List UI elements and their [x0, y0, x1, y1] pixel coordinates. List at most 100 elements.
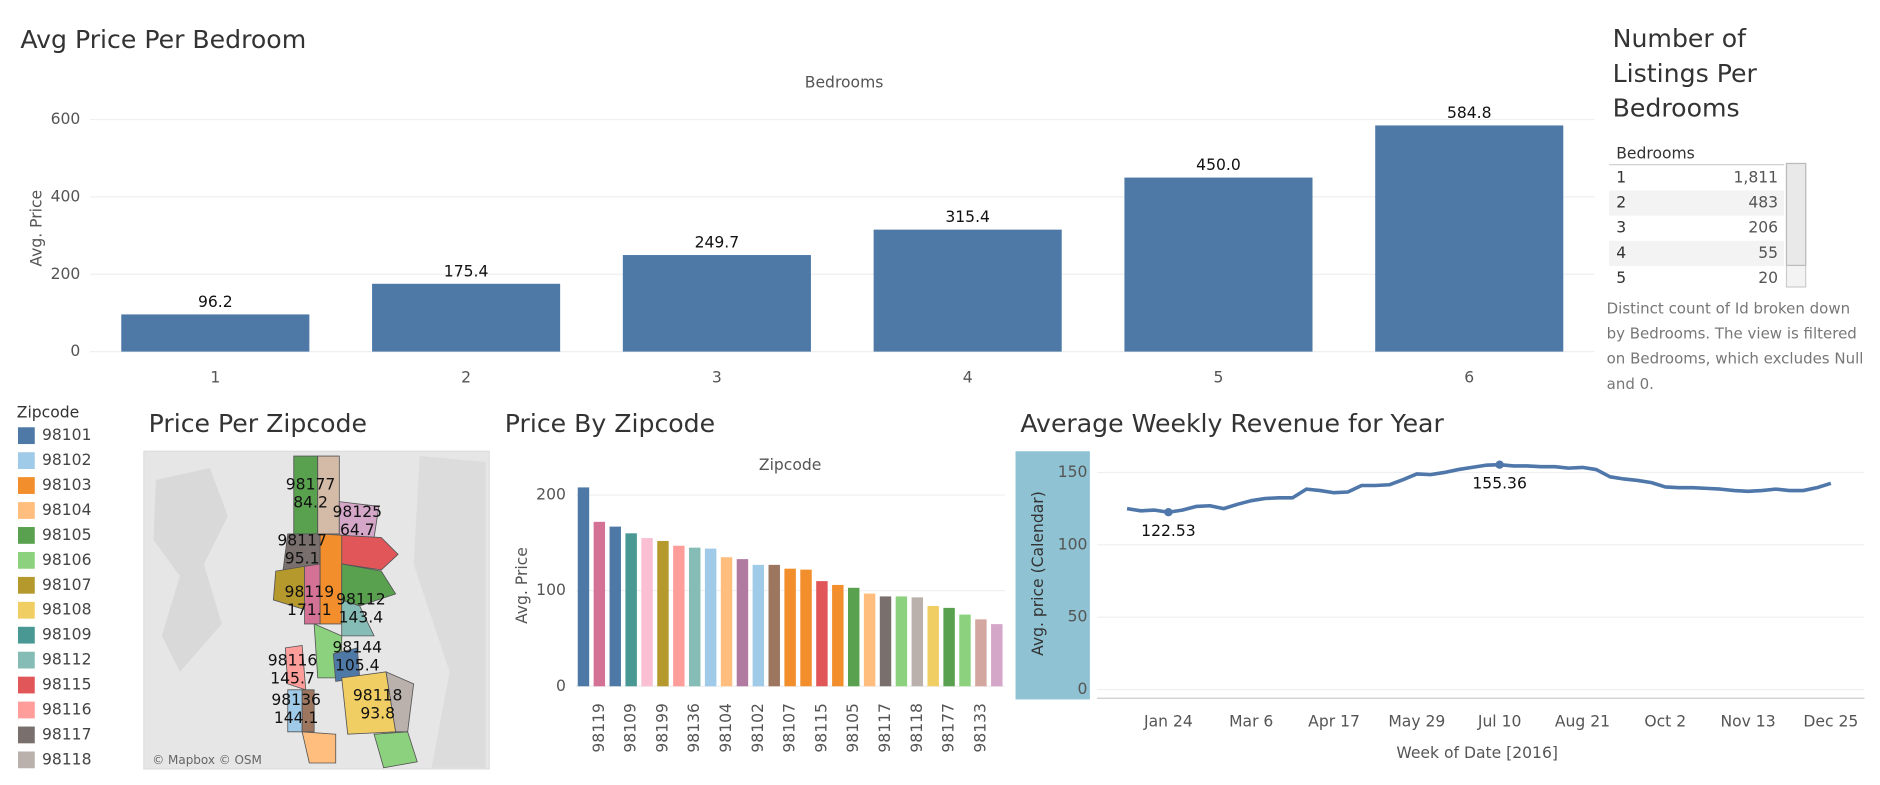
table-cell: 1 — [1616, 168, 1626, 186]
legend-label: 98109 — [42, 626, 92, 644]
x-tick-label: 98102 — [749, 703, 767, 753]
data-label: 96.2 — [198, 293, 233, 311]
legend-swatch — [17, 502, 35, 519]
x-tick-label: 1 — [210, 369, 220, 387]
legend-swatch — [17, 751, 35, 769]
bar — [873, 229, 1062, 352]
legend-title: Zipcode — [17, 403, 79, 421]
legend-label: 98118 — [42, 750, 92, 768]
bar — [1375, 125, 1564, 352]
bar — [800, 569, 812, 687]
legend-label: 98101 — [42, 426, 92, 444]
bar — [784, 568, 796, 687]
x-tick-label: 98117 — [876, 703, 894, 753]
legend-label: 98108 — [42, 601, 92, 619]
y-tick-label: 0 — [70, 342, 80, 360]
data-label: 584.8 — [1447, 104, 1492, 122]
map-label: 98125 — [333, 503, 383, 521]
legend-swatch — [17, 701, 35, 719]
bar — [816, 581, 828, 687]
zip-areas — [272, 455, 418, 769]
map-label: 98144 — [333, 638, 383, 656]
bar — [577, 487, 590, 687]
y-tick-label: 600 — [51, 110, 81, 128]
map-title: Price Per Zipcode — [149, 409, 367, 438]
data-label: 450.0 — [1196, 156, 1241, 174]
table-row-band — [1609, 240, 1785, 267]
axis-highlight[interactable] — [1015, 451, 1090, 700]
table-cell: 20 — [1758, 269, 1778, 287]
x-tick-label: 98136 — [685, 703, 703, 753]
table-note: Distinct count of Id broken down by Bedr… — [1606, 298, 1864, 392]
bar — [863, 593, 876, 687]
x-tick-label: Nov 13 — [1720, 713, 1775, 731]
table-title-box: Number of Listings Per Bedrooms — [1612, 24, 1757, 123]
map-label: 98116 — [268, 652, 318, 670]
map-label: 98119 — [285, 583, 335, 601]
map-label: 98118 — [353, 686, 403, 704]
chart-title: Price By Zipcode — [505, 409, 715, 438]
land — [153, 468, 228, 672]
table-title: Number of Listings Per Bedrooms — [1612, 24, 1757, 123]
x-tick-label: 98119 — [590, 703, 608, 753]
point-marker — [1164, 508, 1173, 517]
x-tick-label: 98133 — [971, 703, 989, 753]
x-tick-label: 5 — [1214, 369, 1224, 387]
legend-swatch — [17, 452, 35, 469]
x-axis-title: Zipcode — [759, 456, 821, 474]
table-cell: 5 — [1616, 269, 1626, 287]
y-tick-label: 0 — [556, 677, 566, 695]
legend-label: 98106 — [42, 551, 92, 569]
y-axis-title: Avg. Price — [513, 547, 531, 624]
map-label: 105.4 — [335, 656, 380, 674]
bar — [752, 564, 765, 687]
bar — [879, 596, 892, 687]
x-tick-label: 98177 — [940, 703, 958, 753]
legend-label: 98115 — [42, 676, 92, 694]
x-tick-label: 6 — [1464, 369, 1474, 387]
legend-swatch — [17, 576, 35, 594]
bar — [736, 559, 749, 687]
x-tick-label: Jul 10 — [1477, 713, 1522, 731]
bar — [625, 533, 637, 687]
x-tick-label: Mar 6 — [1229, 713, 1273, 731]
x-tick-label: 98104 — [717, 703, 735, 753]
map-label: 171.1 — [287, 601, 332, 619]
bar — [657, 540, 669, 687]
bar — [641, 538, 653, 687]
bar — [609, 526, 621, 687]
x-tick-label: 98199 — [653, 703, 671, 753]
legend-label: 98104 — [42, 501, 92, 519]
y-tick-label: 200 — [51, 265, 81, 283]
table-cell: 2 — [1616, 194, 1626, 212]
map-label: 143.4 — [339, 608, 384, 626]
table-header: Bedrooms — [1616, 144, 1695, 162]
table-cell: 483 — [1748, 194, 1778, 212]
line — [1126, 462, 1832, 515]
x-tick-label: 98118 — [908, 703, 926, 753]
x-axis-title: Bedrooms — [805, 74, 884, 92]
bar — [593, 521, 606, 687]
bar — [895, 596, 908, 687]
legend-swatch — [17, 676, 35, 694]
bar — [975, 619, 987, 687]
map-label: 98112 — [336, 590, 386, 608]
data-label: 122.53 — [1141, 522, 1196, 540]
y-tick-label: 150 — [1058, 463, 1088, 481]
y-axis-title: Avg. Price — [28, 190, 46, 267]
legend-swatch — [17, 626, 35, 644]
map-label: 64.7 — [340, 521, 375, 539]
x-tick-label: Dec 25 — [1803, 713, 1858, 731]
map-label: 84.2 — [293, 493, 328, 511]
x-tick-label: 98115 — [812, 703, 830, 753]
bar — [673, 545, 685, 687]
scrollbar-thumb[interactable] — [1785, 162, 1807, 267]
x-tick-label: 98105 — [844, 703, 862, 753]
y-tick-label: 400 — [51, 187, 81, 205]
legend-swatch — [17, 477, 35, 494]
bar — [121, 314, 310, 352]
bar — [959, 614, 971, 687]
chart-title: Avg Price Per Bedroom — [20, 25, 306, 54]
x-tick-label: 2 — [461, 369, 471, 387]
